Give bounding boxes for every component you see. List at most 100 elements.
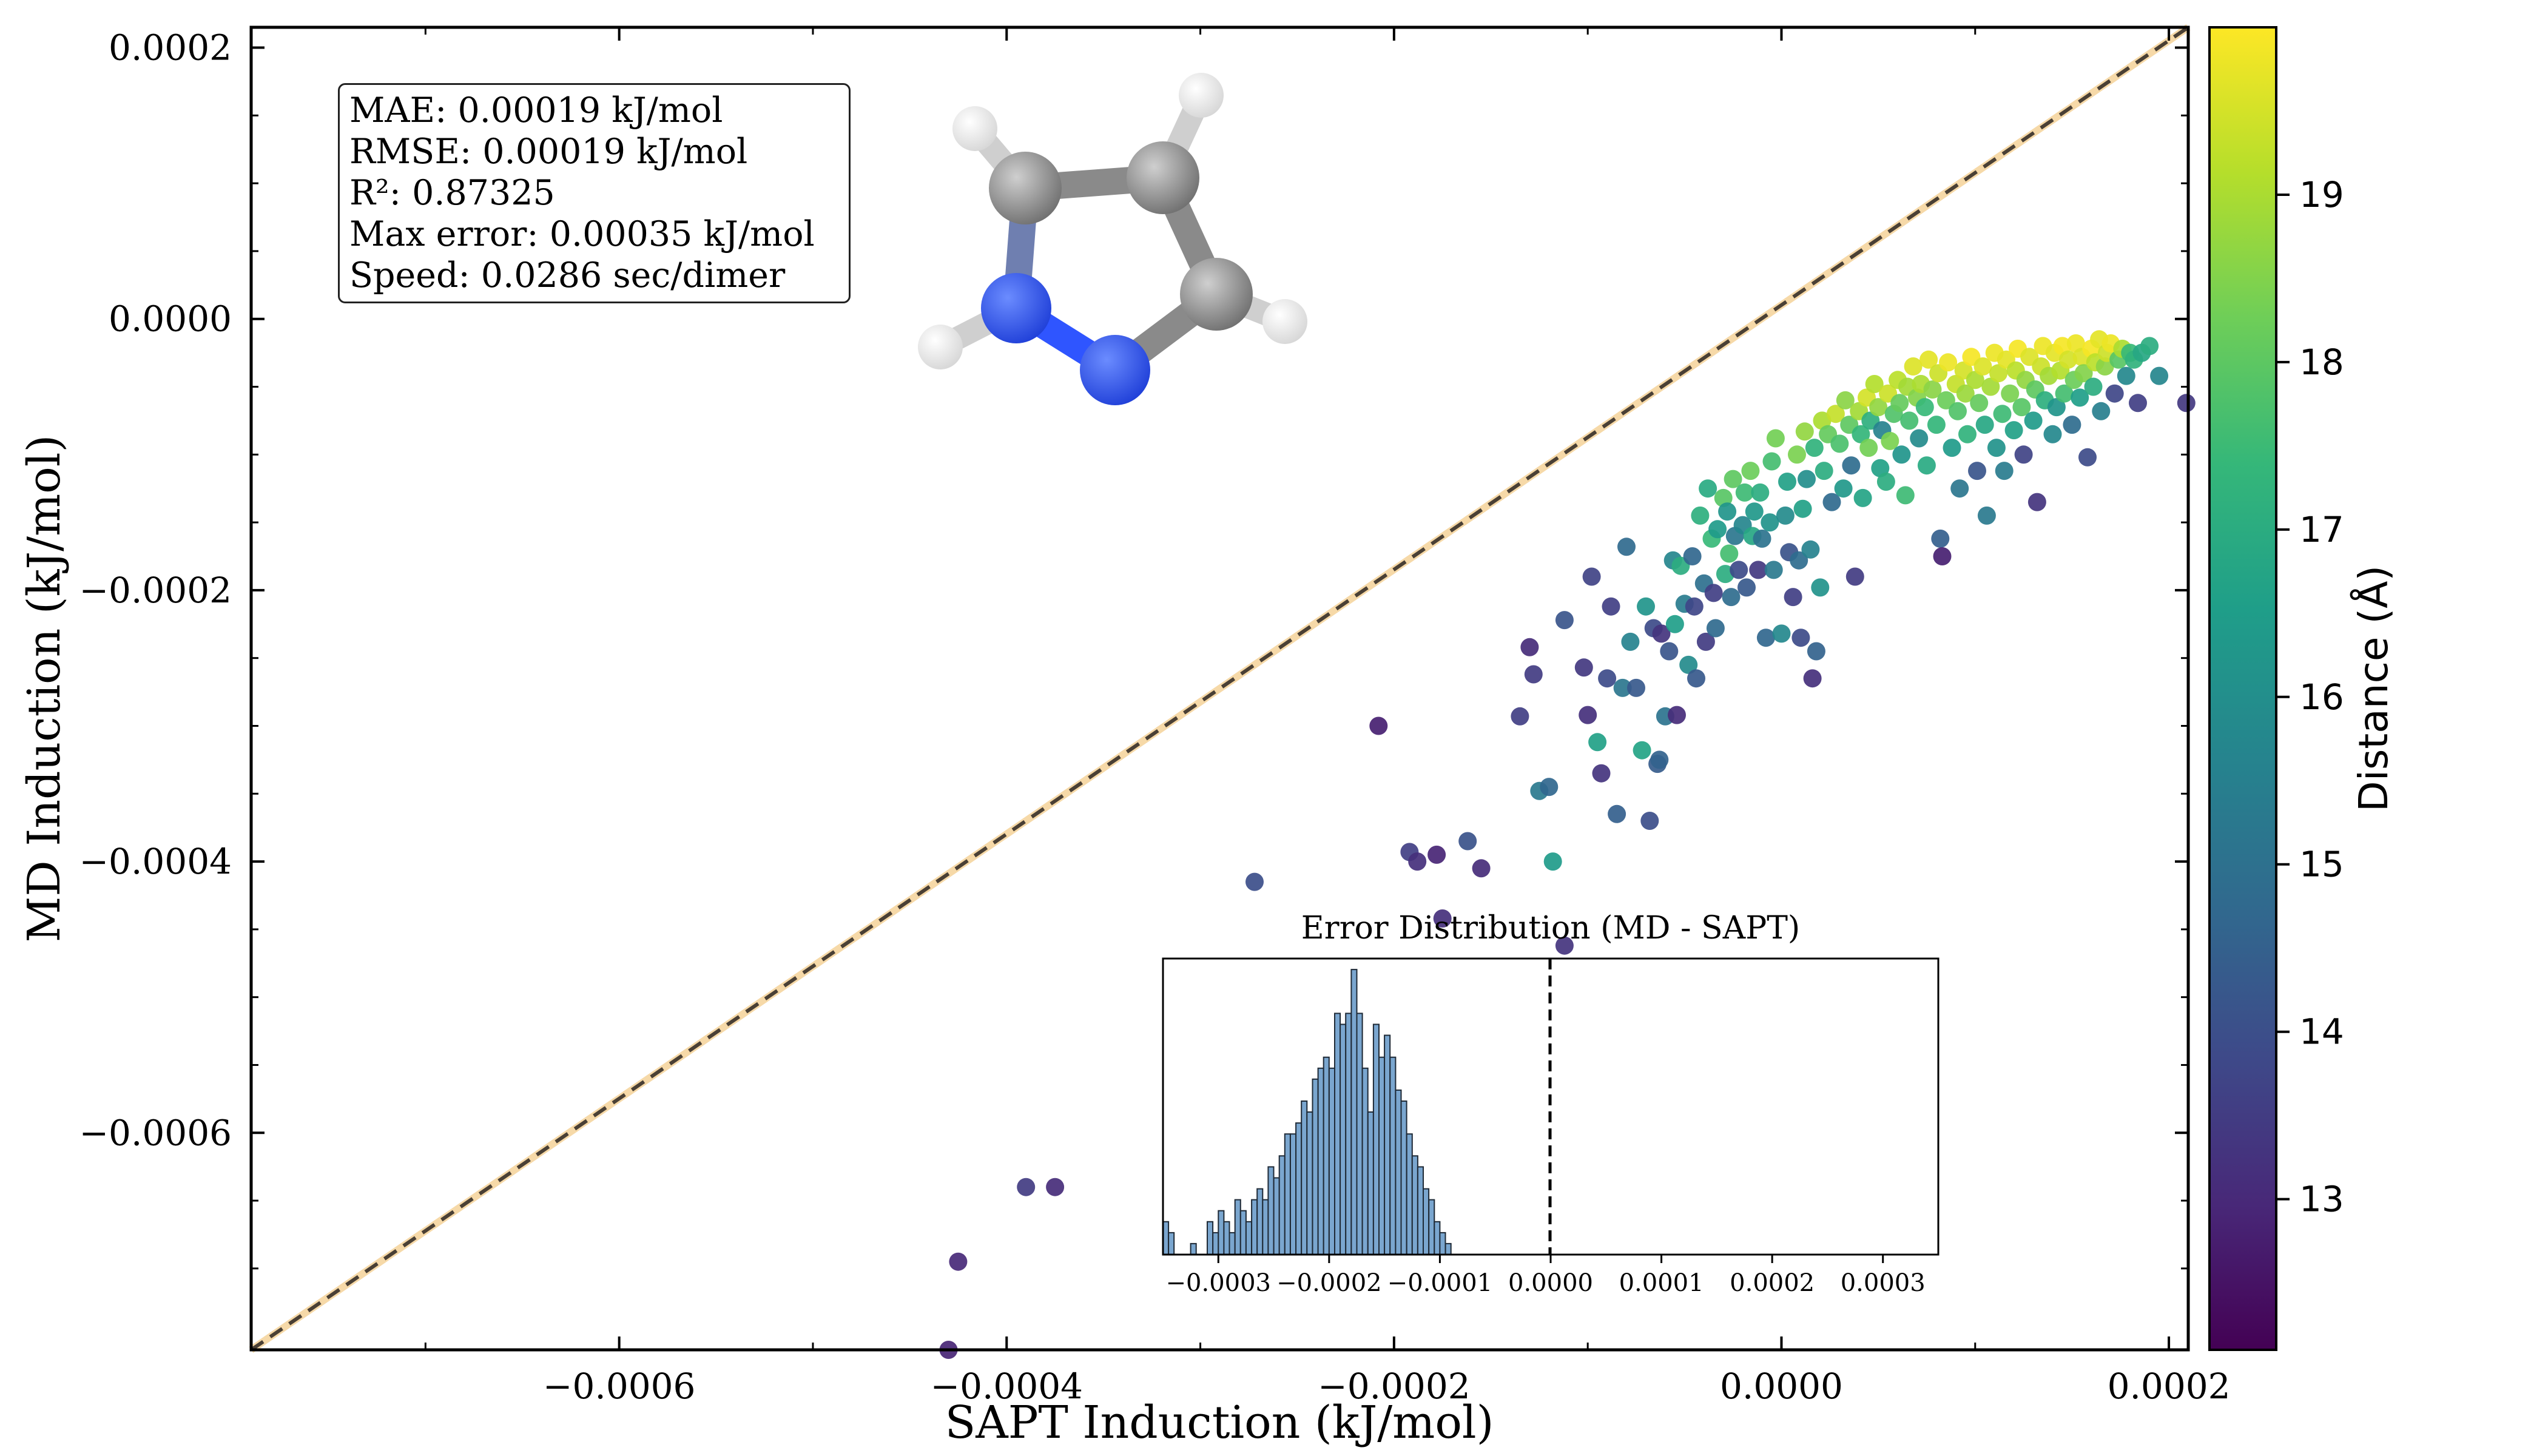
scatter-point	[1574, 658, 1593, 677]
scatter-point	[2059, 350, 2077, 369]
scatter-point	[1668, 706, 1686, 724]
histogram-bar	[1439, 1232, 1446, 1256]
scatter-point	[1520, 638, 1539, 656]
histogram-bar	[1256, 1188, 1264, 1255]
colorbar-tick-label: 19	[2299, 174, 2344, 215]
scatter-point	[1720, 544, 1739, 563]
scatter-point	[1890, 394, 1909, 413]
histogram-bar	[1372, 1023, 1380, 1255]
histogram-bar	[1323, 1056, 1330, 1255]
colorbar-tick-label: 16	[2299, 676, 2344, 718]
scatter-point	[1652, 624, 1671, 643]
y-tick-label: 0.0002	[109, 27, 232, 69]
histogram-bars	[1162, 969, 1452, 1256]
scatter-point	[1543, 852, 1562, 871]
scatter-point	[1685, 597, 1704, 616]
scatter-point	[1791, 629, 1810, 647]
scatter-point	[2004, 421, 2023, 440]
histogram-bar	[1207, 1221, 1214, 1256]
scatter-point	[949, 1252, 968, 1271]
scatter-point	[1830, 434, 1849, 453]
scatter-point	[2014, 445, 2033, 464]
scatter-point	[2129, 394, 2147, 413]
histogram-bar	[1234, 1199, 1241, 1255]
histogram-bar	[1239, 1210, 1247, 1255]
x-tick-label: −0.0002	[1318, 1366, 1471, 1407]
scatter-point	[1555, 936, 1574, 955]
scatter-point	[1582, 567, 1601, 586]
scatter-point	[1608, 804, 1626, 823]
histogram-bar	[1212, 1232, 1219, 1256]
colorbar-tick-label: 18	[2299, 342, 2344, 383]
scatter-point	[1876, 473, 1895, 491]
colorbar-axes: 13 14 15 16 17 18 19	[2276, 174, 2344, 1220]
scatter-point	[1602, 597, 1620, 616]
histogram-bar	[1228, 1232, 1236, 1256]
scatter-point	[1579, 706, 1597, 724]
scatter-point	[1993, 405, 2012, 423]
scatter-point	[2092, 402, 2111, 420]
histogram-bar	[1417, 1166, 1424, 1256]
histogram-bar	[1406, 1133, 1413, 1255]
identity-line-light	[249, 24, 2191, 1353]
scatter-point	[1966, 371, 1984, 389]
scatter-point	[1458, 832, 1477, 851]
stat-speed: Speed: 0.0286 sec/dimer	[349, 255, 786, 295]
scatter-point	[1859, 439, 1878, 457]
scatter-point	[1679, 655, 1698, 674]
inset-x-tick-label: 0.0000	[1508, 1269, 1593, 1297]
y-tick-label: −0.0004	[79, 841, 232, 882]
histogram-bar	[1245, 1221, 1252, 1256]
histogram-bar	[1262, 1199, 1269, 1255]
histogram-bar	[1367, 1111, 1374, 1255]
histogram-bar	[1317, 1067, 1324, 1256]
scatter-point	[2063, 416, 2081, 434]
scatter-point	[1834, 479, 1853, 498]
histogram-bar	[1350, 969, 1358, 1255]
colorbar-label: Distance (Å)	[2350, 565, 2397, 812]
scatter-point	[1633, 741, 1651, 760]
scatter-point	[1511, 707, 1529, 726]
scatter-point	[1245, 872, 1264, 891]
histogram-bar	[1395, 1089, 1402, 1256]
scatter-point	[1811, 578, 1830, 597]
inset-x-tick-label: −0.0001	[1387, 1269, 1492, 1297]
scatter-point	[1555, 611, 1574, 630]
histogram-bar	[1389, 1056, 1397, 1255]
inset-title: Error Distribution (MD - SAPT)	[1301, 910, 1801, 946]
main-plot-frame	[249, 25, 2190, 1352]
scatter-point	[1745, 502, 1764, 521]
x-axis-label: SAPT Induction (kJ/mol)	[945, 1397, 1494, 1449]
scatter-point	[1613, 678, 1632, 697]
scatter-point	[1813, 411, 1832, 430]
scatter-point	[1989, 364, 2008, 383]
scatter-point	[1696, 632, 1715, 651]
scatter-point	[1803, 669, 1822, 688]
histogram-bar	[1378, 1056, 1386, 1255]
histogram-bar	[1223, 1221, 1230, 1256]
scatter-point	[1776, 506, 1795, 525]
scatter-point	[1865, 375, 1884, 393]
scatter-point	[1836, 391, 1855, 410]
scatter-point	[1427, 845, 1446, 864]
scatter-point	[1977, 506, 1996, 525]
scatter-point	[2047, 398, 2066, 417]
scatter-point	[2150, 366, 2169, 385]
histogram-bar	[1218, 1210, 1225, 1255]
scatter-point	[1822, 493, 1841, 511]
scatter-point	[1968, 462, 1986, 480]
scatter-point	[1660, 642, 1679, 661]
scatter-point	[1896, 486, 1915, 505]
colorbar-tick-label: 14	[2299, 1011, 2344, 1053]
scatter-point	[1807, 642, 1825, 661]
histogram-bar	[1306, 1111, 1313, 1255]
stat-mae: MAE: 0.00019 kJ/mol	[349, 90, 723, 130]
y-axis-label: MD Induction (kJ/mol)	[18, 435, 70, 943]
histogram-bar	[1428, 1199, 1435, 1255]
scatter-point	[1987, 439, 2006, 457]
scatter-point	[1761, 513, 1779, 532]
scatter-point	[1956, 384, 1975, 403]
scatter-point	[1408, 852, 1427, 871]
histogram-bar	[1278, 1155, 1286, 1256]
